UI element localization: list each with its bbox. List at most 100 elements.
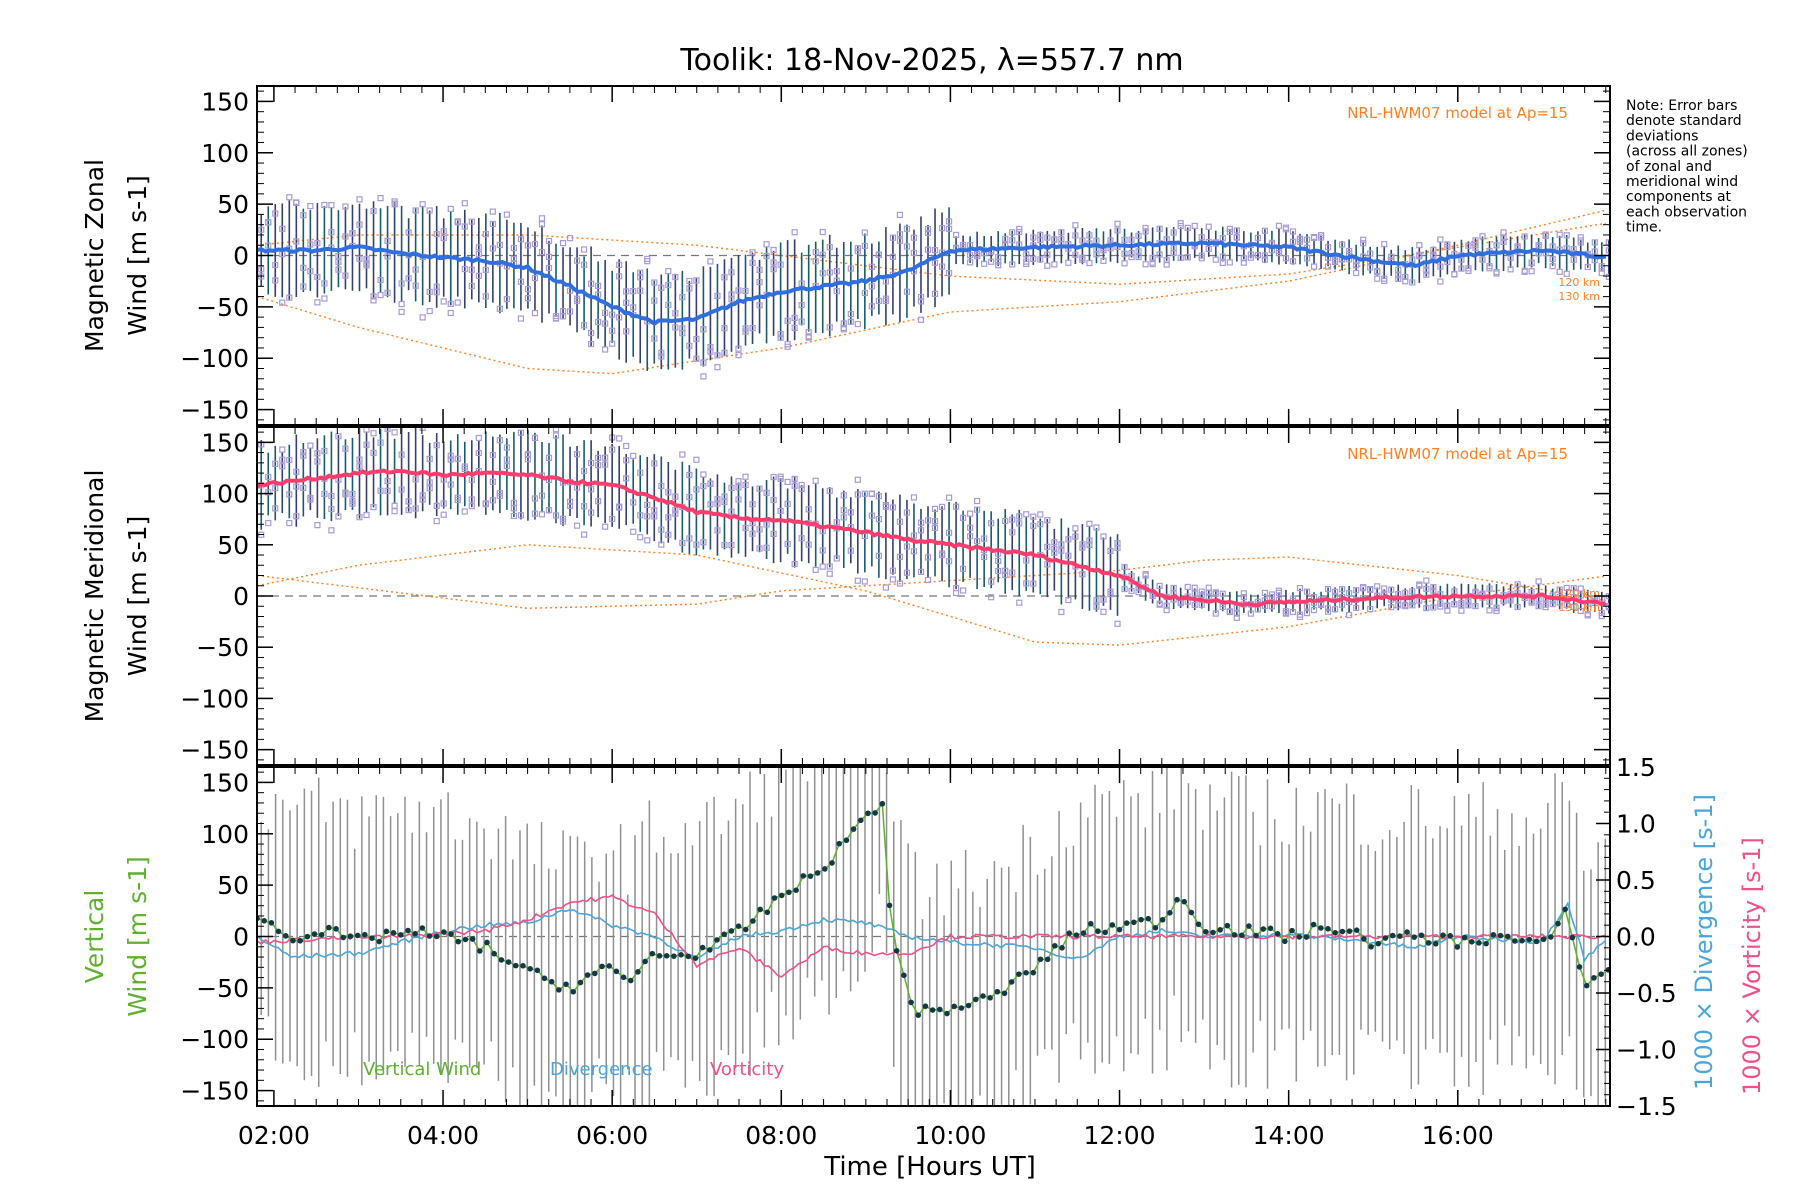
sample-point	[1409, 588, 1416, 595]
sample-point	[1437, 600, 1444, 607]
model-curve-120km	[257, 556, 1606, 610]
sample-point	[335, 513, 342, 520]
sample-point	[861, 242, 868, 249]
sample-point	[896, 211, 904, 219]
sample-point	[714, 292, 721, 299]
sample-point	[819, 563, 826, 570]
sample-point	[588, 280, 595, 287]
sample-point	[721, 541, 728, 549]
sample-point	[1444, 243, 1451, 251]
sample-point	[1317, 232, 1325, 239]
vertical-wind-point	[965, 1002, 972, 1009]
sample-point	[1395, 275, 1402, 282]
sample-point	[847, 310, 854, 318]
sample-point	[580, 246, 588, 253]
sample-point	[1079, 544, 1086, 551]
sample-point	[1023, 258, 1030, 265]
sample-point	[735, 345, 742, 352]
sample-point	[630, 288, 637, 295]
sample-point	[728, 269, 735, 276]
sample-point	[265, 473, 272, 481]
sample-point	[342, 445, 349, 452]
vertical-wind-point	[922, 1003, 929, 1010]
sample-point	[798, 485, 805, 492]
sample-point	[665, 281, 672, 289]
vertical-wind-point	[987, 995, 993, 1001]
sample-point	[974, 497, 981, 505]
vertical-wind-point	[405, 927, 411, 934]
y-tick-label: 150	[201, 768, 249, 797]
sample-point	[293, 483, 300, 490]
sample-point	[314, 299, 321, 306]
sample-point	[1226, 259, 1233, 266]
vertical-wind-point	[1540, 936, 1547, 943]
sample-point	[489, 220, 496, 228]
sample-point	[1156, 600, 1163, 607]
sample-point	[945, 218, 953, 225]
sample-point	[1240, 259, 1247, 266]
sample-point	[440, 500, 447, 507]
vertical-wind-point	[893, 948, 900, 954]
sample-point	[272, 277, 279, 284]
sample-point	[1128, 236, 1135, 243]
sample-point	[595, 282, 602, 290]
vertical-wind-point	[1210, 929, 1216, 936]
sample-point	[749, 259, 756, 266]
sample-point	[588, 486, 595, 493]
vertical-wind-point	[707, 947, 713, 953]
sample-point	[868, 512, 875, 519]
sample-point	[1205, 245, 1212, 253]
y-tick-label: 50	[217, 190, 249, 219]
vertical-wind-point	[635, 969, 641, 975]
sample-point	[1577, 592, 1584, 599]
sample-point	[433, 502, 440, 509]
sample-point	[1156, 582, 1163, 590]
vertical-wind-point	[937, 1006, 943, 1013]
sample-point	[559, 239, 567, 247]
vertical-wind-point	[1116, 926, 1123, 933]
sample-point	[1437, 278, 1444, 285]
sample-point	[840, 507, 847, 514]
sample-point	[889, 576, 897, 583]
vertical-wind-point	[477, 948, 483, 954]
sample-point	[1065, 552, 1072, 559]
sample-point	[868, 490, 875, 497]
sample-point	[1254, 251, 1261, 259]
vertical-wind-point	[1037, 956, 1044, 963]
sample-point	[770, 246, 777, 254]
sample-point	[1465, 598, 1472, 605]
sample-point	[1542, 231, 1549, 238]
sample-point	[728, 508, 735, 515]
sample-point	[1577, 607, 1584, 615]
y-label-line1: Vertical	[80, 890, 109, 984]
sample-point	[721, 349, 728, 356]
sample-point	[517, 429, 525, 436]
vertical-wind-point	[426, 933, 433, 939]
sample-point	[1086, 259, 1093, 267]
sample-point	[342, 233, 349, 240]
sample-point	[496, 437, 503, 444]
vertical-wind-point	[886, 902, 893, 909]
y2-tick-label: −1.5	[1616, 1092, 1677, 1121]
sample-point	[1451, 271, 1458, 278]
sample-point	[489, 478, 496, 485]
sample-point	[770, 496, 777, 504]
sample-point	[384, 477, 391, 485]
sample-point	[1079, 571, 1086, 578]
vertical-wind-point	[793, 887, 799, 893]
vertical-wind-point	[1576, 964, 1583, 970]
sample-point	[1107, 237, 1114, 244]
sample-point	[419, 201, 426, 208]
vertical-wind-point	[484, 939, 490, 946]
vertical-wind-point	[1030, 969, 1037, 976]
sample-point	[384, 427, 391, 433]
sample-point	[482, 231, 489, 238]
vertical-wind-point	[1016, 971, 1022, 977]
sample-point	[777, 334, 784, 341]
sample-point	[349, 490, 356, 498]
sample-point	[398, 300, 405, 308]
sample-point	[1388, 253, 1395, 261]
sample-point	[531, 274, 539, 282]
sample-point	[974, 250, 981, 258]
vertical-wind-point	[584, 972, 591, 978]
